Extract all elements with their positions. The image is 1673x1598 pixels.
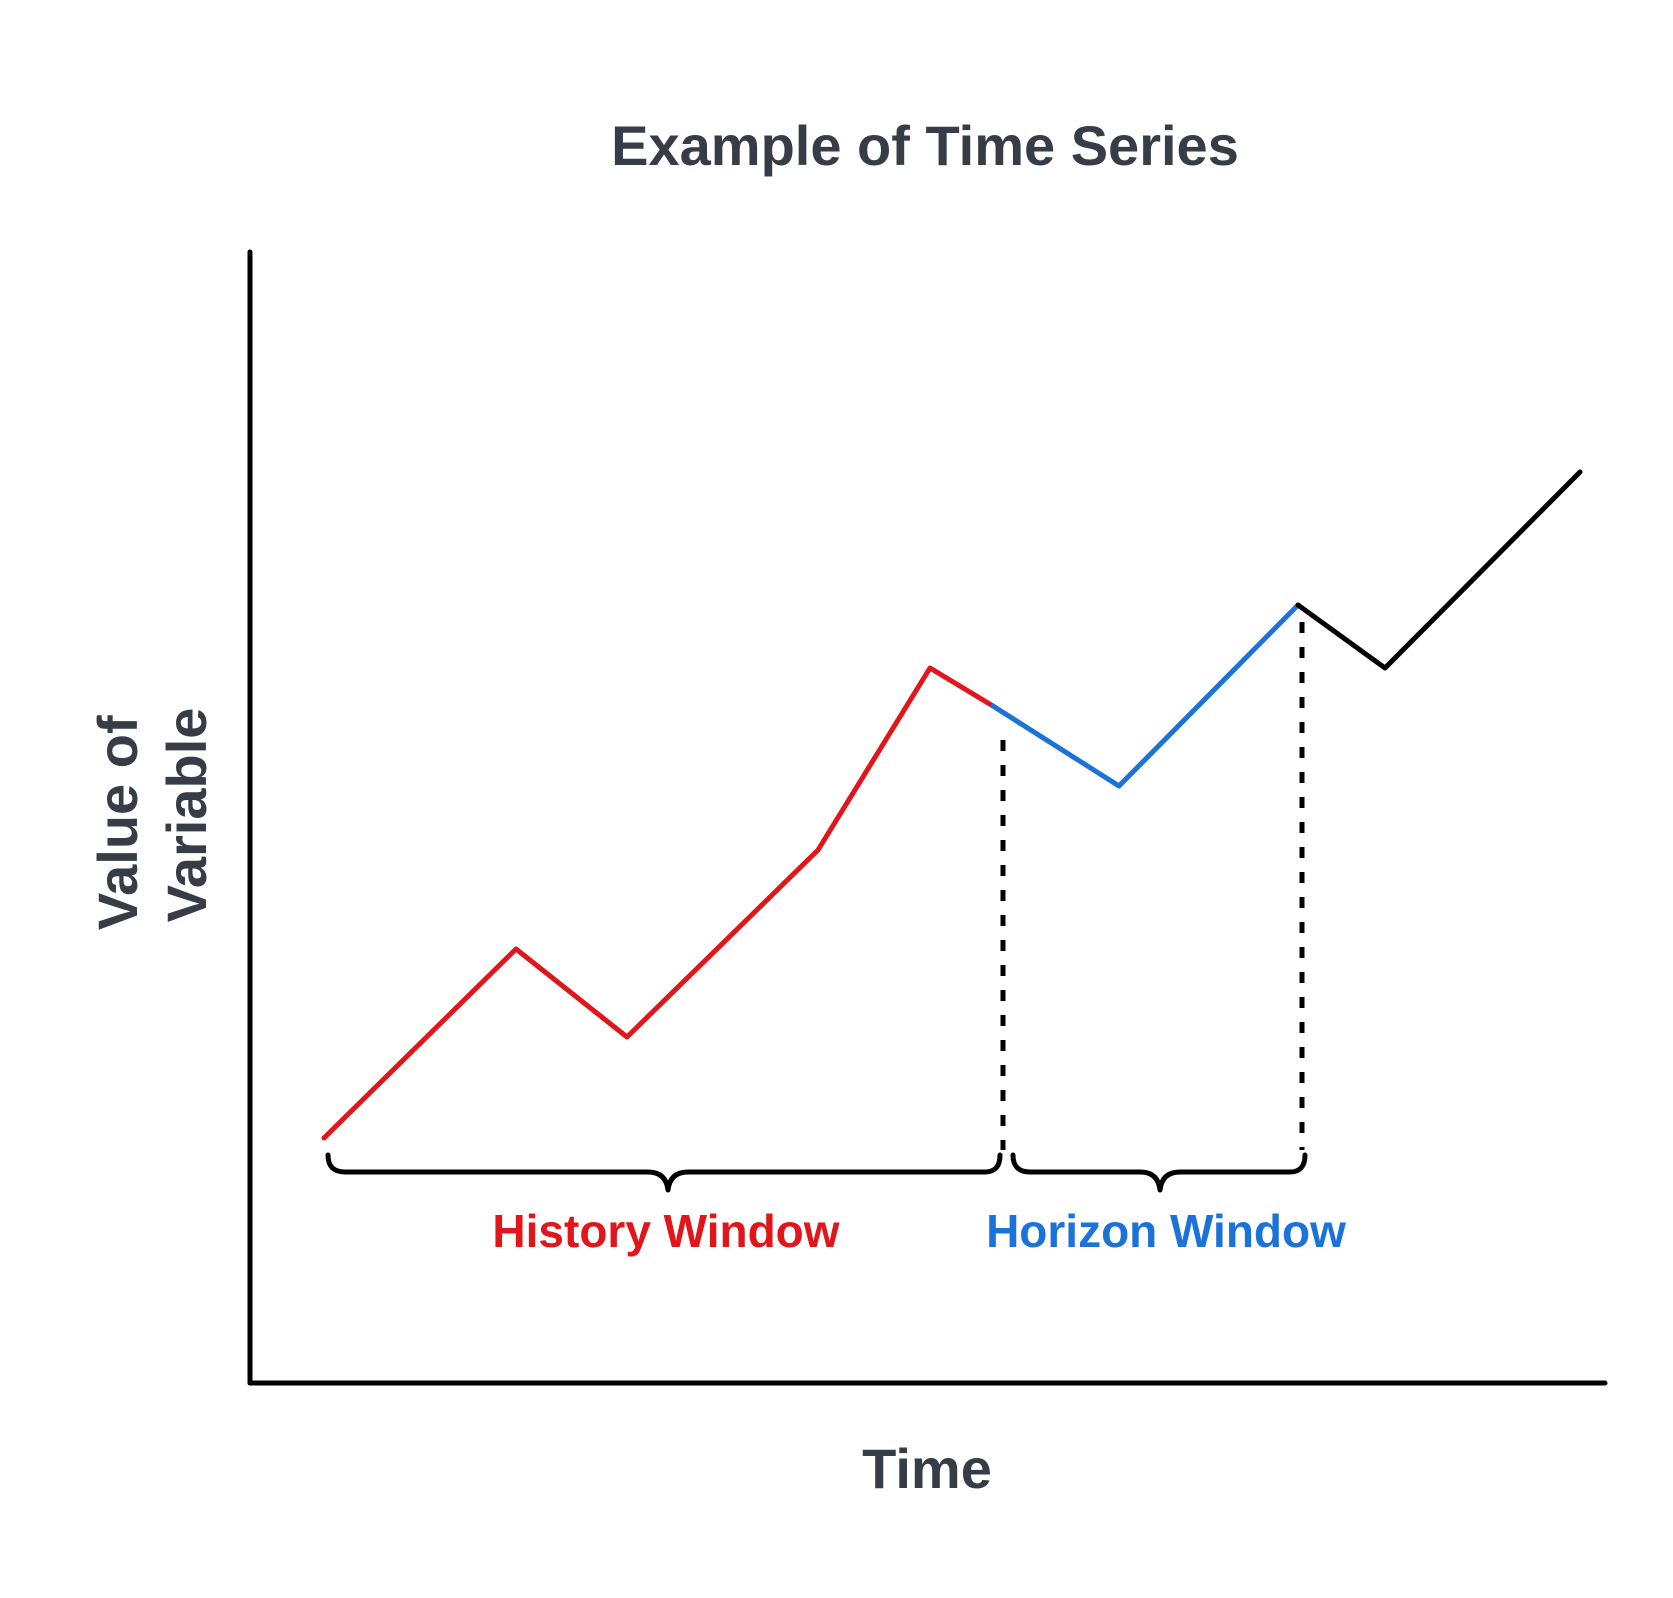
y-axis-label-line-2: Variable (155, 708, 218, 923)
diagram-title: Example of Time Series (611, 114, 1239, 177)
history-window-brace (325, 1152, 1003, 1193)
y-axis-label: Value of Variable (86, 700, 218, 930)
horizon-window-label: Horizon Window (986, 1205, 1346, 1257)
history-window-line (321, 665, 996, 1141)
history-window-label: History Window (492, 1205, 839, 1257)
horizon-window-line (990, 602, 1301, 789)
x-axis-label: Time (862, 1437, 992, 1500)
future-line (1295, 469, 1583, 671)
y-axis-label-line-1: Value of (86, 715, 149, 930)
horizon-window-brace (1010, 1152, 1308, 1193)
